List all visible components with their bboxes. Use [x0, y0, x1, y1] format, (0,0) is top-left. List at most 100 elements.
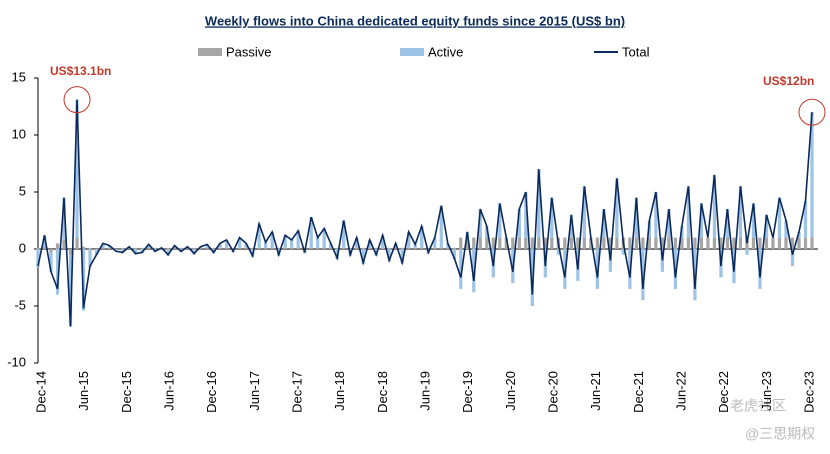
bar: [198, 247, 203, 249]
bar: [329, 247, 333, 249]
bar: [803, 237, 808, 249]
watermark: @三思期权: [745, 426, 815, 442]
bar: [329, 243, 333, 248]
bar: [231, 247, 235, 249]
bar: [563, 237, 567, 249]
bar: [771, 237, 775, 249]
bar: [166, 249, 170, 256]
bar: [758, 237, 762, 249]
x-tick-label: Dec-21: [631, 371, 646, 413]
bar: [543, 237, 547, 249]
bar: [615, 178, 619, 238]
bar: [62, 239, 66, 249]
bar: [595, 249, 599, 289]
bar: [107, 247, 112, 249]
bar: [654, 237, 658, 249]
bar: [205, 244, 209, 248]
x-tick-label: Dec-16: [204, 371, 219, 413]
bar: [322, 247, 326, 249]
bar: [407, 231, 411, 248]
bar: [446, 243, 450, 248]
bar: [290, 247, 294, 249]
bar: [459, 237, 463, 249]
x-tick-label: Dec-22: [716, 371, 731, 413]
bar: [335, 247, 339, 249]
bar: [283, 235, 287, 248]
bar: [472, 249, 476, 293]
bar: [530, 249, 534, 306]
bar: [36, 247, 40, 249]
x-tick-label: Jun-19: [417, 371, 432, 411]
bar: [400, 249, 404, 264]
y-tick-label: -10: [7, 354, 26, 369]
bar: [764, 237, 769, 249]
bar: [608, 237, 612, 249]
legend-label: Passive: [226, 44, 272, 59]
bar: [133, 247, 138, 249]
bar: [524, 237, 528, 249]
bar: [322, 228, 326, 248]
bar: [205, 247, 209, 249]
bar: [673, 249, 678, 289]
bar: [94, 249, 99, 255]
bar: [153, 247, 157, 249]
legend-label: Total: [622, 44, 650, 59]
bar: [374, 247, 378, 249]
x-tick-label: Dec-20: [545, 371, 560, 413]
bar: [693, 237, 697, 249]
bar: [387, 249, 391, 262]
bar: [654, 192, 658, 238]
bar: [283, 247, 287, 249]
bar: [582, 237, 586, 249]
x-tick-label: Dec-23: [801, 371, 816, 413]
bar: [517, 209, 521, 238]
bar: [485, 237, 489, 249]
bar: [55, 249, 60, 295]
y-tick-label: 0: [19, 240, 26, 255]
bar: [699, 203, 704, 238]
bar: [407, 247, 411, 249]
bar: [777, 197, 782, 238]
bar: [257, 247, 261, 249]
bar: [569, 214, 573, 238]
bar: [361, 247, 365, 249]
bar: [452, 249, 456, 260]
bar: [107, 245, 112, 248]
annotation-circle: [798, 98, 826, 126]
bar: [537, 169, 541, 238]
bar: [634, 197, 639, 238]
bar: [75, 99, 79, 238]
bar: [439, 205, 443, 248]
bar: [712, 174, 717, 238]
bar: [75, 237, 79, 249]
bar: [251, 247, 255, 249]
bar: [42, 246, 47, 249]
bar: [641, 237, 645, 249]
bar: [277, 247, 281, 249]
bar: [530, 237, 534, 249]
x-tick-label: Dec-18: [375, 371, 390, 413]
bar: [790, 249, 795, 267]
bar: [615, 237, 619, 249]
bar: [647, 220, 652, 238]
bar: [764, 214, 769, 238]
bar: [244, 247, 248, 249]
bar: [101, 247, 105, 249]
bar: [498, 237, 502, 249]
x-tick-label: Jun-15: [76, 371, 91, 411]
x-tick-label: Dec-14: [33, 371, 48, 413]
bar: [485, 226, 489, 238]
bar: [446, 247, 450, 249]
bar: [192, 249, 196, 255]
bar: [498, 203, 502, 238]
bar: [62, 197, 66, 240]
legend-swatch: [198, 48, 222, 56]
bar: [381, 235, 385, 248]
bar: [582, 186, 586, 238]
bar: [224, 247, 229, 249]
bar: [550, 197, 554, 238]
bar: [465, 237, 469, 249]
bar: [602, 209, 606, 238]
bar: [524, 192, 528, 238]
